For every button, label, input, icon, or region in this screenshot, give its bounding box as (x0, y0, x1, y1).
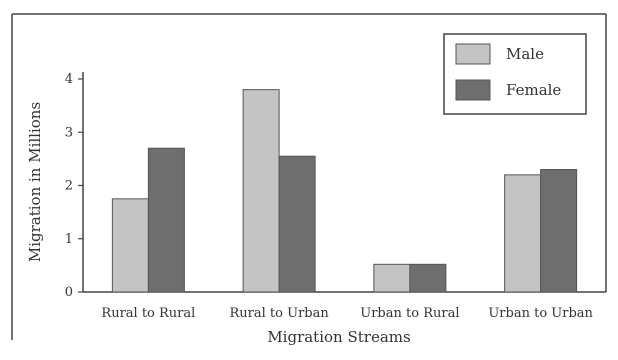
x-tick-label-0: Rural to Rural (101, 306, 195, 321)
bar-male-3 (504, 174, 542, 293)
x-tick-label-3: Urban to Urban (488, 306, 593, 321)
y-tick-label-2: 2 (65, 179, 73, 194)
legend: Male Female (443, 33, 587, 115)
y-tick-label-1: 1 (65, 232, 73, 247)
bar-male-1 (242, 89, 280, 293)
legend-label-male: Male (506, 45, 544, 63)
legend-swatch-female (455, 79, 491, 101)
legend-swatch-male (455, 43, 491, 65)
bar-female-0 (147, 147, 185, 293)
y-tick-label-0: 0 (65, 285, 73, 300)
y-tick-label-4: 4 (65, 72, 73, 87)
x-axis-title: Migration Streams (267, 328, 410, 346)
bar-male-0 (111, 198, 149, 293)
x-tick-label-1: Rural to Urban (230, 306, 330, 321)
legend-label-female: Female (506, 81, 561, 99)
y-tick-label-3: 3 (65, 125, 73, 140)
bar-female-3 (540, 169, 578, 293)
bar-female-1 (278, 155, 316, 293)
bar-female-2 (409, 263, 447, 293)
x-tick-label-2: Urban to Rural (360, 306, 459, 321)
bar-male-2 (373, 263, 411, 293)
y-axis-title: Migration in Millions (26, 102, 44, 262)
